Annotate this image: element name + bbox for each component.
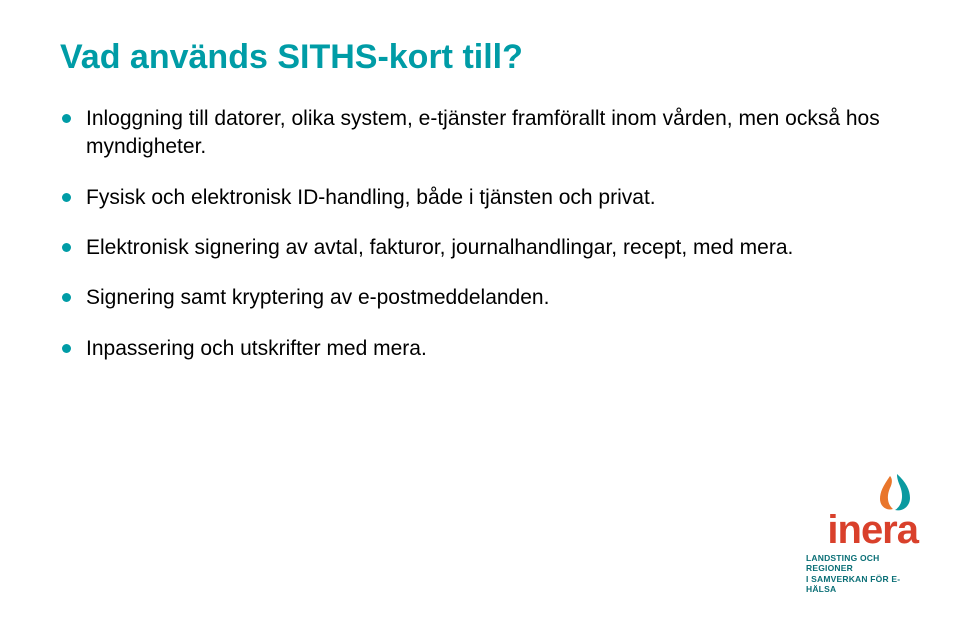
logo: inera LANDSTING OCH REGIONER I SAMVERKAN… [806, 472, 918, 596]
slide: Vad används SITHS-kort till? Inloggning … [0, 0, 960, 625]
list-item: Inloggning till datorer, olika system, e… [60, 105, 900, 162]
bullet-list: Inloggning till datorer, olika system, e… [60, 105, 900, 363]
list-item: Signering samt kryptering av e-postmedde… [60, 284, 900, 312]
page-title: Vad används SITHS-kort till? [60, 38, 900, 77]
logo-tagline-line: I SAMVERKAN FÖR E-HÄLSA [806, 574, 918, 595]
logo-wordmark: inera [827, 510, 918, 550]
logo-mark: inera LANDSTING OCH REGIONER I SAMVERKAN… [806, 472, 918, 596]
logo-tagline: LANDSTING OCH REGIONER I SAMVERKAN FÖR E… [806, 553, 918, 596]
list-item: Inpassering och utskrifter med mera. [60, 335, 900, 363]
list-item: Fysisk och elektronisk ID-handling, både… [60, 184, 900, 212]
logo-tagline-line: LANDSTING OCH REGIONER [806, 553, 918, 574]
list-item: Elektronisk signering av avtal, fakturor… [60, 234, 900, 262]
logo-drop-icon [878, 472, 912, 512]
